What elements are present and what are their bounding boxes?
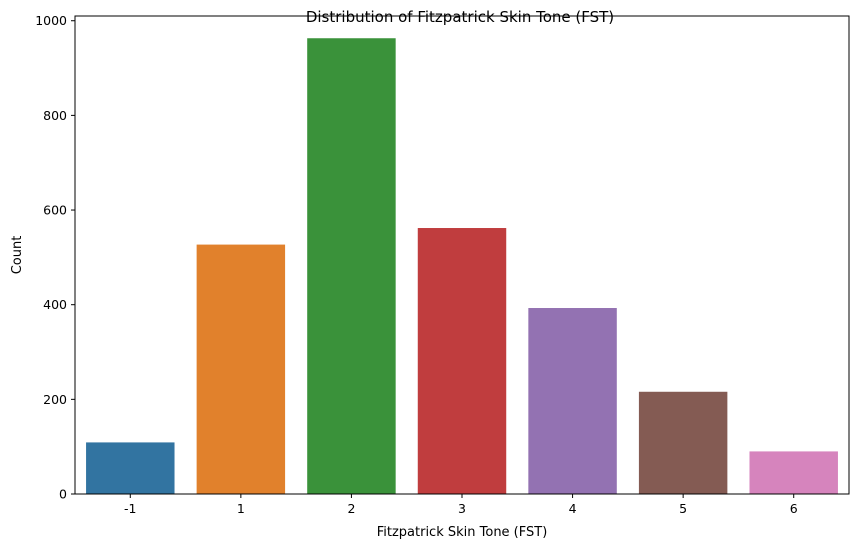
y-axis-ticks: 0 200 400 600 800 1000: [35, 13, 75, 502]
bar--1: [86, 442, 175, 494]
chart-title: Distribution of Fitzpatrick Skin Tone (F…: [306, 8, 614, 26]
y-tick-label: 200: [43, 392, 67, 407]
x-tick-label: 6: [790, 501, 798, 516]
bar-1: [196, 244, 286, 494]
x-tick-label: 3: [458, 501, 466, 516]
bar-4: [528, 308, 617, 494]
x-axis-ticks: -1 1 2 3 4 5 6: [124, 494, 798, 516]
x-tick-label: -1: [124, 501, 136, 516]
x-tick-label: 1: [237, 501, 245, 516]
bar-3: [417, 228, 507, 494]
y-tick-label: 600: [43, 203, 67, 218]
bar-5: [638, 391, 728, 494]
x-tick-label: 4: [569, 501, 577, 516]
y-tick-label: 0: [59, 487, 67, 502]
plot-frame: [74, 15, 850, 495]
bar-6: [749, 451, 838, 494]
y-tick-label: 400: [43, 297, 67, 312]
x-tick-label: 5: [679, 501, 687, 516]
x-tick-label: 2: [347, 501, 355, 516]
bar-2: [307, 38, 396, 495]
x-axis-label: Fitzpatrick Skin Tone (FST): [377, 525, 548, 540]
y-tick-label: 1000: [35, 13, 67, 28]
y-tick-label: 800: [43, 108, 67, 123]
bars-group: [86, 38, 838, 495]
y-axis-label: Count: [10, 236, 25, 275]
